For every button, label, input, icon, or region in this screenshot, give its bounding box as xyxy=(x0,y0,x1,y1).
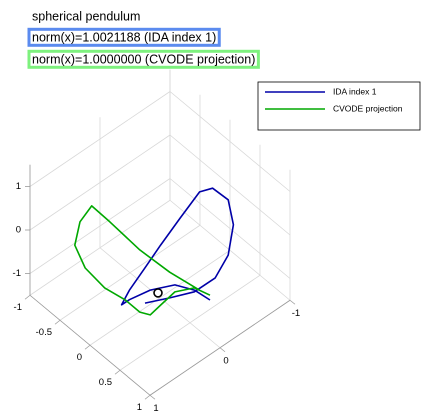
z-tick-label: 0 xyxy=(16,225,21,236)
x-tick-label: -0.5 xyxy=(36,327,52,338)
x-tick xyxy=(144,394,151,400)
legend-label: IDA index 1 xyxy=(333,86,377,96)
y-tick-label: -1 xyxy=(292,308,300,319)
legend: IDA index 1 CVODE projection xyxy=(257,81,421,131)
chart-title: spherical pendulum xyxy=(32,9,140,23)
legend-box xyxy=(257,81,421,131)
grid-line xyxy=(29,134,171,231)
y-tick xyxy=(289,299,296,305)
grid-line xyxy=(99,247,221,349)
grid-line xyxy=(29,178,171,274)
x-tick-label: -1 xyxy=(14,302,22,313)
series-line xyxy=(74,205,211,316)
y-tick xyxy=(219,347,226,353)
grid-line xyxy=(29,91,171,187)
x-tick-label: 0 xyxy=(77,352,82,363)
grid-line xyxy=(169,134,291,236)
z-tick-label: 1 xyxy=(16,181,21,192)
legend-label: CVODE projection xyxy=(333,103,403,113)
y-tick-label: 0 xyxy=(223,355,228,366)
grid-line xyxy=(169,178,291,279)
z-tick-label: -1 xyxy=(13,268,21,279)
annotation-box xyxy=(27,49,260,69)
marker xyxy=(153,288,163,298)
x-tick xyxy=(114,369,121,375)
x-tick xyxy=(24,294,31,300)
annotation-text: norm(x)=1.0000000 (CVODE projection) xyxy=(32,52,255,66)
x-tick xyxy=(54,319,61,325)
annotation-text: norm(x)=1.0021188 (IDA index 1) xyxy=(32,30,216,44)
x-tick xyxy=(84,344,91,350)
x-tick-label: 1 xyxy=(137,402,142,413)
grid-line xyxy=(169,91,291,192)
x-tick-label: 0.5 xyxy=(99,377,112,388)
grid-line xyxy=(169,199,291,301)
annotation-box xyxy=(27,27,221,47)
y-tick-label: 1 xyxy=(153,403,158,414)
series-line xyxy=(120,187,235,306)
y-tick xyxy=(149,394,156,400)
